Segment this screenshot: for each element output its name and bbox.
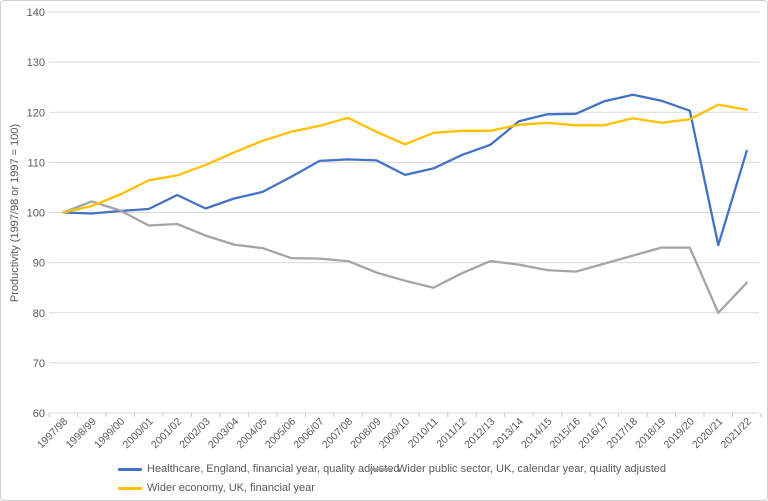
x-tick-label-2018-19: 2018/19 <box>633 416 668 451</box>
y-tick-label-80: 80 <box>33 308 45 320</box>
y-tick-label-120: 120 <box>27 107 45 119</box>
legend-swatch-public-sector-line <box>368 468 392 471</box>
series-line-0 <box>62 93 748 247</box>
x-tick-label-2002-03: 2002/03 <box>177 416 212 451</box>
x-tick-label-2010-11: 2010/11 <box>406 416 441 451</box>
x-tick-label-1997-98: 1997/98 <box>35 416 70 451</box>
x-tick-label-2007-08: 2007/08 <box>320 416 355 451</box>
x-tick-label-2003-04: 2003/04 <box>206 416 241 451</box>
y-tick-label-70: 70 <box>33 358 45 370</box>
legend-item-wider-public-sector: Wider public sector, UK, calendar year, … <box>368 464 666 475</box>
x-tick-label-1998-99: 1998/99 <box>64 416 99 451</box>
legend-label-wider-public-sector: Wider public sector, UK, calendar year, … <box>397 463 667 475</box>
legend-label-healthcare: Healthcare, England, financial year, qua… <box>147 463 400 475</box>
x-tick-label-2008-09: 2008/09 <box>348 416 383 451</box>
x-tick-label-2021-22: 2021/22 <box>719 416 754 451</box>
legend-item-wider-economy: Wider economy, UK, financial year <box>118 483 315 494</box>
legend-label-wider-economy: Wider economy, UK, financial year <box>147 482 315 494</box>
x-tick-label-2016-17: 2016/17 <box>576 416 611 451</box>
y-axis-tick-labels: 60 70 80 90 100 110 120 130 140 <box>27 7 45 420</box>
x-tick-label-2009-10: 2009/10 <box>377 416 412 451</box>
y-tick-label-110: 110 <box>27 157 45 169</box>
x-tick-label-2014-15: 2014/15 <box>519 416 554 451</box>
legend-swatch-economy-line <box>118 487 142 490</box>
x-tick-label-2012-13: 2012/13 <box>462 416 497 451</box>
y-tick-label-100: 100 <box>27 208 45 220</box>
y-tick-label-90: 90 <box>33 258 45 270</box>
gridlines <box>49 11 759 414</box>
x-axis-ticks <box>48 413 762 417</box>
legend-swatch-healthcare-line <box>118 468 142 471</box>
series-line-1 <box>62 200 748 314</box>
x-tick-label-2015-16: 2015/16 <box>548 416 583 451</box>
y-axis-title: Productivity (1997/98 or 1997 = 100) <box>9 124 21 302</box>
x-tick-label-2004-05: 2004/05 <box>234 416 269 451</box>
x-tick-label-2020-21: 2020/21 <box>690 416 725 451</box>
series-lines <box>62 93 748 314</box>
x-tick-label-2019-20: 2019/20 <box>662 416 697 451</box>
x-tick-label-1999-00: 1999/00 <box>92 416 127 451</box>
x-tick-label-2001-02: 2001/02 <box>149 416 184 451</box>
legend-item-healthcare: Healthcare, England, financial year, qua… <box>118 464 400 475</box>
x-tick-label-2000-01: 2000/01 <box>120 416 155 451</box>
x-axis-tick-labels: 1997/981998/991999/002000/012001/022002/… <box>35 416 754 451</box>
y-tick-label-60: 60 <box>33 408 45 420</box>
x-tick-label-2013-14: 2013/14 <box>491 416 526 451</box>
x-tick-label-2017-18: 2017/18 <box>605 416 640 451</box>
y-tick-label-140: 140 <box>27 7 45 19</box>
series-line-2 <box>62 103 748 214</box>
x-tick-label-2006-07: 2006/07 <box>291 416 326 451</box>
x-tick-label-2005-06: 2005/06 <box>263 416 298 451</box>
y-tick-label-130: 130 <box>27 57 45 69</box>
